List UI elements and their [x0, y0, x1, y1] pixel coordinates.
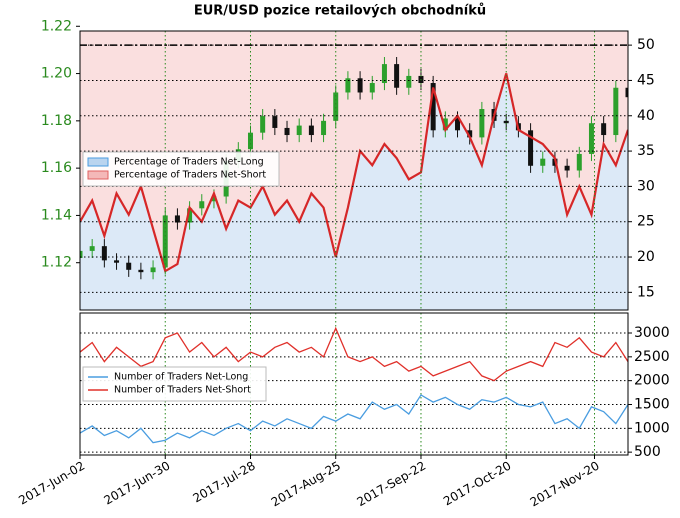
legend-swatch: [87, 170, 109, 180]
candle-body: [588, 123, 594, 154]
line: [80, 73, 628, 273]
candle-body: [272, 116, 278, 128]
line: [79, 326, 629, 382]
y-tick-label: 2000: [634, 373, 670, 389]
candle-body: [247, 132, 253, 150]
candle-body: [576, 153, 582, 171]
y2-tick-label: 30: [637, 178, 655, 194]
y2-tick-label: 20: [637, 249, 655, 265]
candle-body: [369, 83, 375, 93]
plot-area: [80, 31, 628, 310]
candle-body: [540, 158, 546, 166]
candle-body: [345, 78, 351, 93]
candle-body: [126, 262, 132, 270]
area: [80, 31, 628, 272]
candle-body: [406, 75, 412, 88]
candle-body: [601, 123, 607, 136]
candle-body: [503, 120, 509, 124]
legend-label: Number of Traders Net-Long: [114, 372, 248, 383]
candle-body: [430, 83, 436, 131]
candle-body: [528, 130, 534, 166]
candle-body: [394, 64, 400, 88]
candle-body: [479, 109, 485, 138]
x-tick-label: 2017-Aug-25: [269, 459, 343, 510]
candle-body: [199, 201, 205, 209]
candle-body: [455, 118, 461, 131]
legend-box: [82, 366, 267, 402]
y2-tick-label: 45: [637, 72, 655, 88]
candle-body: [625, 87, 628, 98]
x-tick-label: 2017-Jul-28: [190, 459, 257, 506]
x-tick-label: 2017-Jun-30: [102, 459, 173, 508]
candle-body: [613, 87, 619, 136]
candle-body: [296, 125, 302, 136]
y-tick-label: 1500: [634, 396, 670, 412]
candle-body: [174, 215, 180, 223]
candle-body: [321, 120, 327, 136]
candle-body: [211, 196, 217, 202]
x-tick-label: 2017-Sep-22: [354, 459, 428, 510]
y2-tick-label: 35: [637, 143, 655, 159]
x-tick-label: 2017-Oct-20: [441, 459, 513, 509]
candle-body: [381, 64, 387, 84]
candle-body: [162, 215, 168, 268]
y2-tick-label: 25: [637, 214, 655, 230]
y-tick-label: 2500: [634, 349, 670, 365]
y-tick-label: 1.12: [41, 255, 72, 271]
candle-body: [442, 118, 448, 131]
y2-tick-label: 40: [637, 108, 655, 124]
x-tick-label: 2017-Jun-02: [16, 459, 87, 508]
legend-label: Number of Traders Net-Short: [114, 385, 251, 396]
candle-body: [564, 165, 570, 171]
candle-body: [150, 267, 156, 273]
candle-body: [187, 208, 193, 223]
y-tick-label: 3000: [634, 325, 670, 341]
candle-body: [260, 116, 266, 133]
candle-body: [284, 127, 290, 136]
y-tick-label: 1.20: [41, 66, 72, 82]
candle-body: [357, 78, 363, 93]
legend-label: Percentage of Traders Net-Long: [114, 157, 264, 168]
candle-body: [333, 92, 339, 121]
chart-title: EUR/USD pozice retailových obchodníků: [194, 4, 486, 19]
y2-tick-label: 50: [637, 37, 655, 53]
y-tick-label: 1.16: [41, 160, 72, 176]
candle-body: [101, 246, 107, 261]
frame: [79, 30, 629, 311]
y-tick-label: 1000: [634, 420, 670, 436]
y2-tick-label: 15: [637, 284, 655, 300]
y-tick-label: 1.14: [41, 207, 72, 223]
legend-box: [82, 151, 280, 187]
y-tick-label: 1.18: [41, 113, 72, 129]
y-tick-label: 500: [634, 444, 661, 460]
candle-body: [308, 125, 314, 136]
candle-body: [467, 130, 473, 138]
candle-body: [138, 269, 144, 273]
x-tick-label: 2017-Nov-20: [528, 459, 602, 510]
frame: [79, 312, 629, 456]
line: [79, 394, 629, 444]
candle-body: [80, 250, 83, 258]
legend-label: Percentage of Traders Net-Short: [114, 170, 266, 181]
candle-body: [89, 246, 95, 251]
legend-swatch: [87, 157, 109, 167]
y-tick-label: 1.22: [41, 18, 72, 34]
candle-body: [114, 260, 120, 263]
